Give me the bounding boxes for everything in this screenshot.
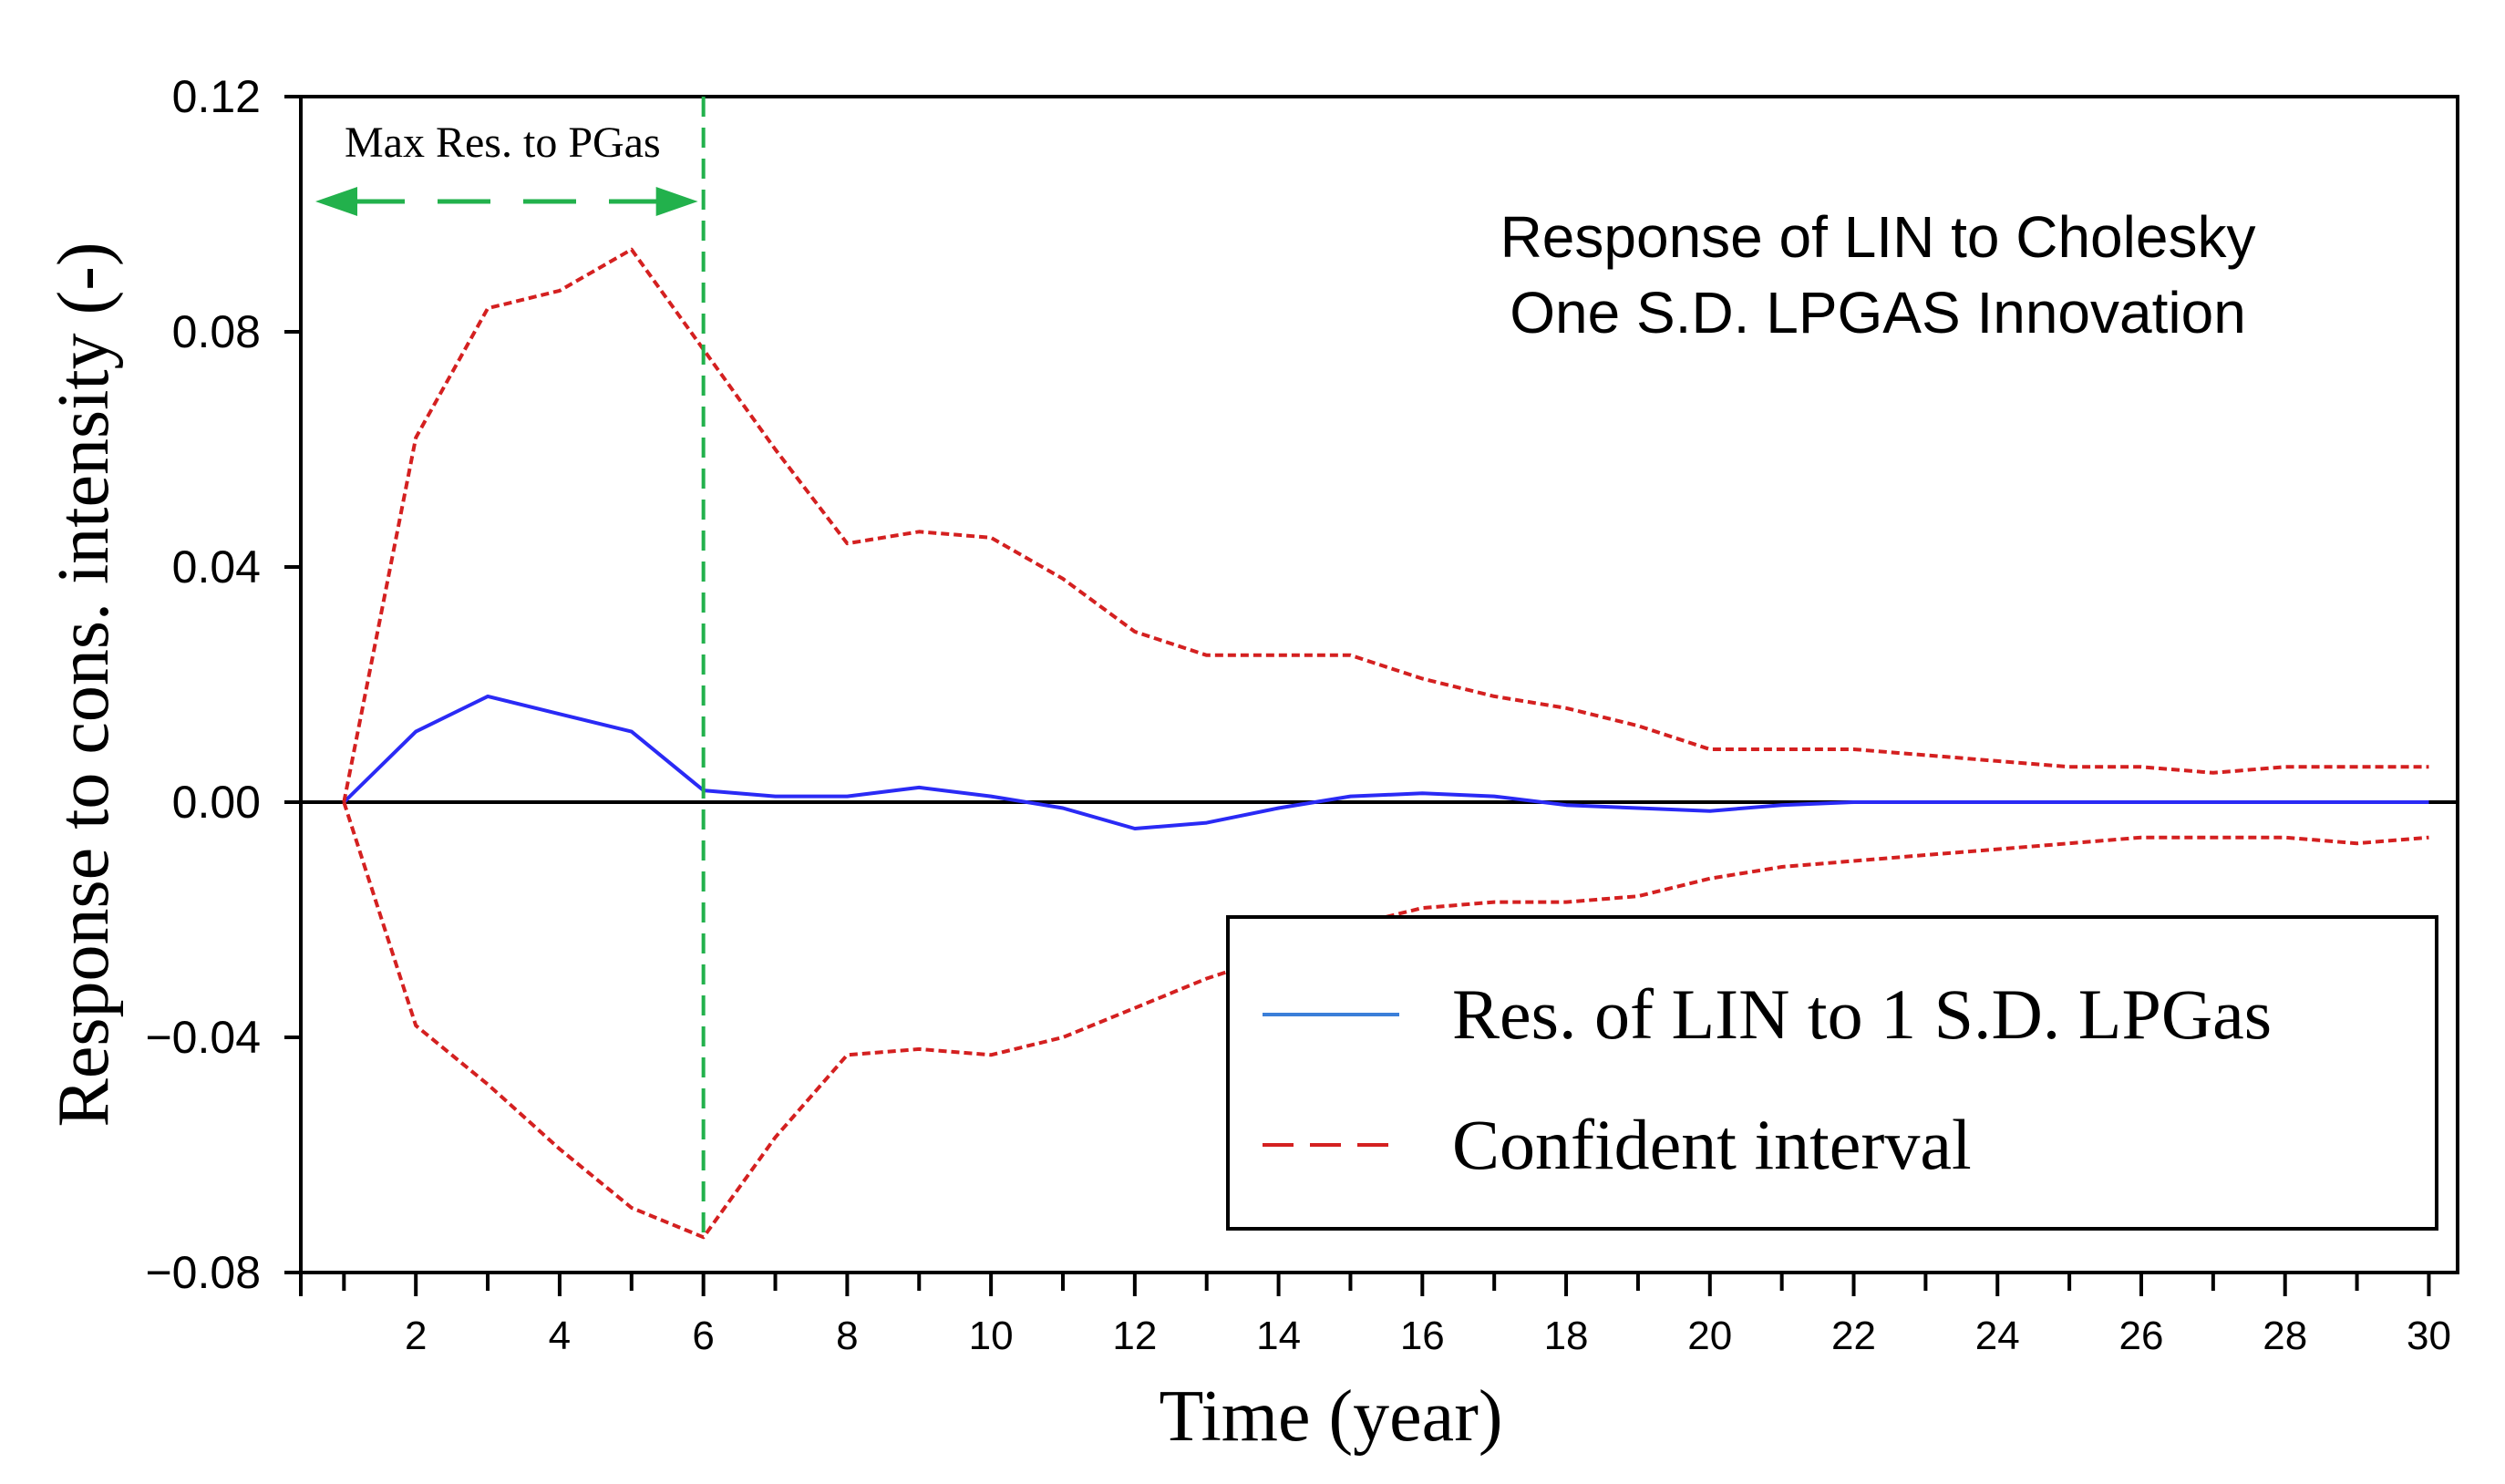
x-tick-label: 30 [2407, 1314, 2451, 1358]
x-axis-ticks: 2 4 6 8 10 12 14 16 18 20 22 24 26 28 30 [299, 1273, 2451, 1358]
y-tick-label: −0.04 [145, 1012, 261, 1063]
y-axis-ticks: −0.08 −0.04 0.00 0.04 0.08 0.12 [145, 71, 301, 1298]
response-line [342, 694, 2429, 830]
x-tick-label: 18 [1544, 1314, 1589, 1358]
x-tick-label: 6 [692, 1314, 714, 1358]
y-tick-label: 0.04 [172, 541, 261, 593]
chart-title-line-1: Response of LIN to Cholesky [1500, 204, 2256, 270]
x-tick-label: 28 [2263, 1314, 2307, 1358]
y-tick-label: 0.12 [172, 71, 261, 122]
legend-box [1226, 915, 2438, 1231]
arrow-head-right-icon [655, 187, 698, 216]
x-tick-label: 24 [1975, 1314, 2020, 1358]
upper-interval-line [342, 247, 2429, 803]
x-tick-label: 10 [969, 1314, 1014, 1358]
chart-title-line-2: One S.D. LPGAS Innovation [1510, 280, 2246, 345]
x-tick-label: 2 [405, 1314, 427, 1358]
x-tick-label: 4 [549, 1314, 571, 1358]
y-tick-label: 0.08 [172, 306, 261, 357]
plot-frame [299, 95, 2459, 1274]
y-axis-label: Response to cons. intensity (-) [44, 242, 124, 1128]
x-tick-label: 12 [1112, 1314, 1157, 1358]
x-tick-label: 26 [2119, 1314, 2164, 1358]
max-response-label: Max Res. to PGas [345, 119, 661, 167]
arrow-head-left-icon [315, 187, 357, 216]
x-tick-label: 14 [1256, 1314, 1301, 1358]
x-tick-label: 22 [1831, 1314, 1876, 1358]
legend-label-response: Res. of LIN to 1 S.D. LPGas [1452, 974, 2272, 1054]
y-tick-label: −0.08 [145, 1247, 261, 1298]
y-tick-label: 0.00 [172, 777, 261, 828]
max-response-marker: Max Res. to PGas [315, 97, 706, 1238]
x-tick-label: 8 [836, 1314, 858, 1358]
x-tick-label: 20 [1687, 1314, 1732, 1358]
x-axis-label: Time (year) [1160, 1376, 1503, 1457]
x-tick-label: 16 [1400, 1314, 1445, 1358]
legend: Res. of LIN to 1 S.D. LPGas Confident in… [1226, 915, 2438, 1231]
legend-label-interval: Confident interval [1452, 1105, 1972, 1184]
